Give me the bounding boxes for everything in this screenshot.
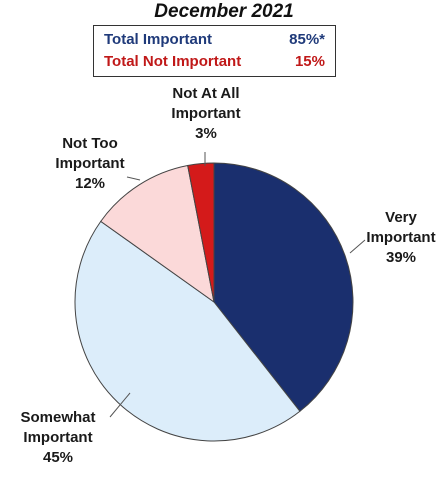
slice-label-not-too-important: Not Too Important 12% [55,135,124,192]
pie-slice-very-important [213,162,354,412]
summary-value: 85%* [289,31,325,48]
pie-slice-not-too-important [100,164,215,304]
leader-line [109,392,131,418]
summary-value: 15% [294,53,325,70]
summary-box: Total Important 85%* Total Not Important… [93,25,336,77]
leader-line [349,239,366,254]
leader-line [126,176,141,181]
summary-label: Total Important [104,31,213,48]
pie-slice-somewhat-important [74,220,301,442]
summary-row-total-important: Total Important 85%* [104,29,325,51]
slice-label-very-important: Very Important 39% [366,209,435,266]
summary-label: Total Not Important [104,53,242,70]
chart-title: December 2021 [154,1,294,22]
slice-label-not-at-all-important: Not At All Important 3% [171,85,240,142]
summary-row-total-not-important: Total Not Important 15% [104,51,325,73]
pie-slice-not-at-all-important [187,162,215,303]
slice-label-somewhat-important: Somewhat Important 45% [20,409,95,466]
